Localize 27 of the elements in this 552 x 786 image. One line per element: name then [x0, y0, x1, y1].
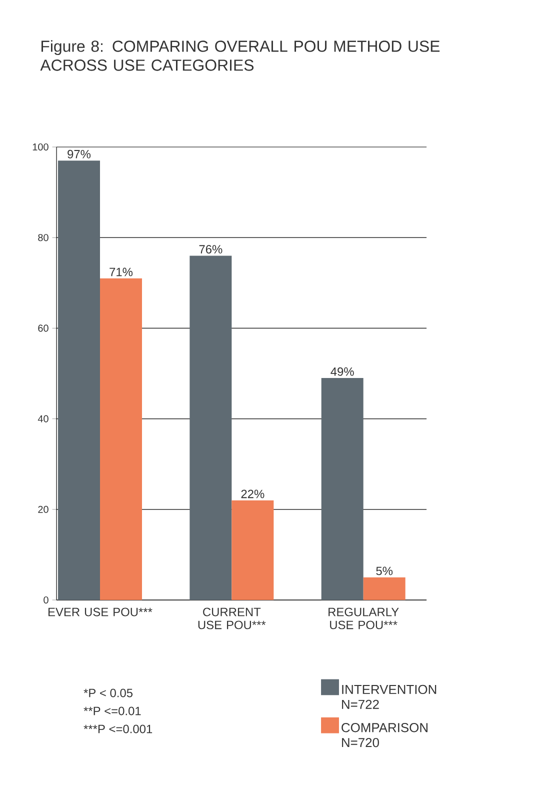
data-label: 22%: [241, 490, 264, 498]
x-tick-label: EVER USE POU***: [48, 608, 152, 616]
bar: [321, 378, 364, 600]
y-tick-label: 0: [44, 596, 48, 604]
y-tick-label: 80: [38, 234, 48, 242]
data-label: 76%: [199, 245, 222, 254]
bar: [363, 577, 406, 600]
y-tick-label: 60: [38, 324, 48, 332]
text: ***P <=0.001: [84, 724, 152, 734]
bar: [190, 256, 232, 600]
bar: [58, 160, 100, 600]
y-tick-label: 40: [38, 415, 48, 422]
data-label: 49%: [330, 367, 354, 376]
chart-title: Figure 8: COMPARING OVERALL POU METHOD USE ACROSS USE CATEGORIES: [40, 40, 440, 71]
text: *P < 0.05: [84, 688, 133, 698]
data-label: 97%: [68, 150, 91, 158]
legend-label: COMPARISON N=720: [342, 723, 428, 748]
data-label: 5%: [376, 566, 393, 576]
bar: [232, 500, 274, 600]
y-tick-label: 20: [38, 506, 48, 513]
x-tick-label: CURRENT USE POU***: [198, 608, 266, 630]
y-tick-label: 100: [32, 143, 48, 151]
text: **P <=0.01: [84, 706, 141, 716]
bar: [100, 278, 142, 600]
x-tick-label: REGULARLY USE POU***: [328, 608, 399, 630]
legend-label: INTERVENTION N=722: [342, 684, 436, 709]
data-label: 71%: [110, 268, 133, 276]
